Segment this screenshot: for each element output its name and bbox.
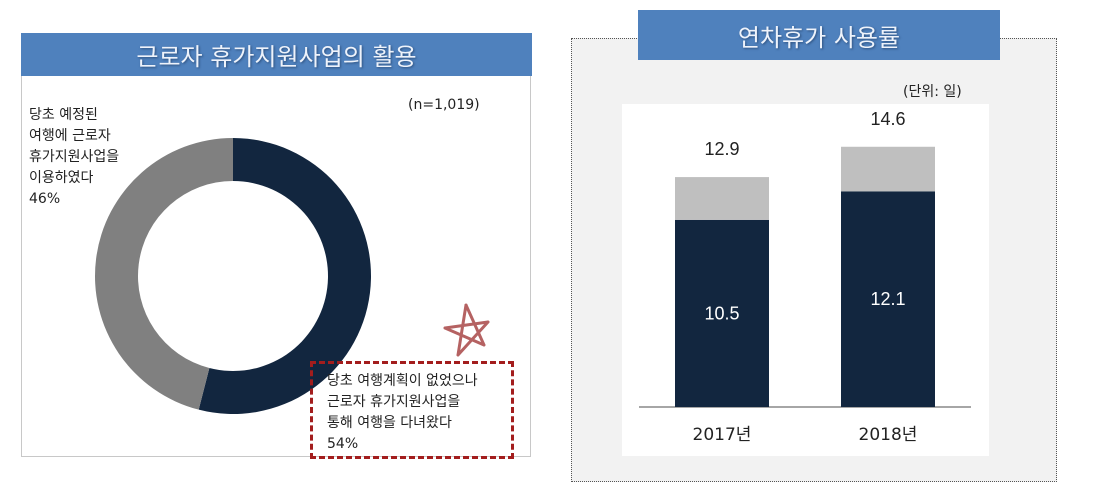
label-line: 근로자 휴가지원사업을: [327, 394, 461, 410]
highlight-dashed-box: [310, 361, 514, 459]
star-doodle-icon: [443, 303, 490, 357]
bar-value-label: 10.5: [704, 303, 739, 323]
label-line: 이용하였다: [29, 170, 94, 186]
bar-used-0: [675, 219, 769, 407]
x-tick-label: 2017년: [693, 425, 752, 445]
donut-slice-0: [198, 138, 371, 414]
label-value: 54%: [327, 436, 359, 452]
donut: [94, 138, 371, 414]
unit-note: (단위: 일): [903, 84, 962, 100]
donut-chart-title: 근로자 휴가지원사업의 활용: [21, 33, 532, 76]
slice-label-54: 당초 여행계획이 없었으나 근로자 휴가지원사업을 통해 여행을 다녀왔다 54…: [327, 371, 478, 455]
sample-size-note: (n=1,019): [408, 97, 480, 113]
slice-label-46: 당초 예정된 여행에 근로자 휴가지원사업을 이용하였다 46%: [29, 105, 119, 210]
label-line: 통해 여행을 다녀왔다: [327, 415, 452, 431]
bar-total-label: 12.9: [704, 139, 739, 159]
bar-remainder-0: [675, 177, 769, 220]
label-line: 휴가지원사업을: [29, 149, 120, 165]
bar-value-label: 12.1: [870, 289, 905, 309]
label-value: 46%: [29, 191, 61, 207]
bar-remainder-1: [841, 146, 935, 192]
bar-total-label: 14.6: [870, 109, 905, 129]
bar-chart-title: 연차휴가 사용률: [638, 10, 1000, 60]
bar-used-1: [841, 191, 935, 407]
label-line: 여행에 근로자: [29, 128, 111, 144]
label-line: 당초 여행계획이 없었으나: [327, 373, 478, 389]
x-tick-label: 2018년: [859, 425, 918, 445]
label-line: 당초 예정된: [29, 107, 98, 123]
donut-slice-1: [94, 138, 233, 410]
